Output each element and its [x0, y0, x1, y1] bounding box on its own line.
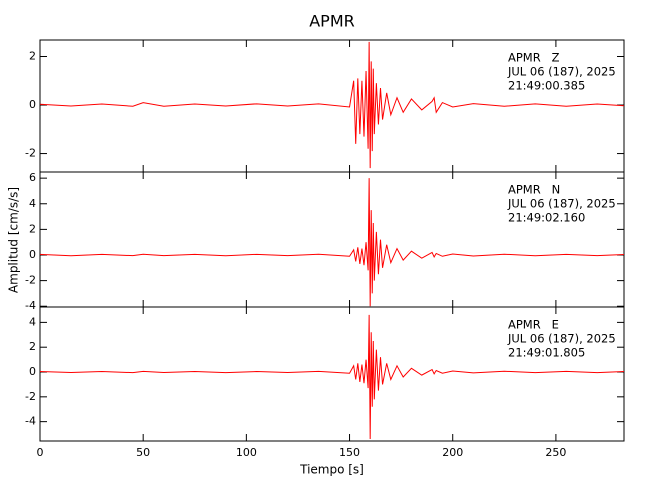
x-tick-label: 200	[442, 446, 463, 459]
annotation: APMR E	[508, 318, 559, 332]
y-tick-label: 6	[29, 171, 36, 184]
y-tick-label: 0	[29, 365, 36, 378]
y-tick-label: 4	[29, 197, 36, 210]
annotation: APMR N	[508, 183, 560, 197]
x-tick-label: 250	[545, 446, 566, 459]
panel-frame	[39, 306, 625, 442]
annotation: JUL 06 (187), 2025	[507, 197, 616, 211]
waveform	[39, 41, 625, 169]
y-axis-label: Amplitud [cm/s/s]	[7, 187, 21, 293]
x-tick-label: 0	[37, 446, 44, 459]
y-tick-label: 0	[29, 248, 36, 261]
annotation: 21:49:01.805	[508, 346, 585, 360]
x-tick-label: 50	[136, 446, 150, 459]
chart-title: APMR	[309, 12, 355, 31]
y-tick-label: -2	[25, 390, 36, 403]
x-tick-label: 150	[339, 446, 360, 459]
annotation: 21:49:00.385	[508, 79, 585, 93]
waveform	[39, 314, 625, 440]
y-tick-label: -2	[25, 274, 36, 287]
y-tick-label: 2	[29, 50, 36, 63]
y-tick-label: -4	[25, 299, 36, 312]
waveform	[39, 178, 625, 307]
x-tick-label: 100	[236, 446, 257, 459]
y-tick-label: 2	[29, 222, 36, 235]
y-tick-label: 4	[29, 315, 36, 328]
annotation: JUL 06 (187), 2025	[507, 65, 616, 79]
y-tick-label: 0	[29, 98, 36, 111]
annotation: APMR Z	[508, 51, 560, 65]
y-tick-label: -4	[25, 415, 36, 428]
x-axis-label: Tiempo [s]	[299, 463, 364, 477]
annotation: 21:49:02.160	[508, 211, 585, 225]
y-tick-label: 2	[29, 340, 36, 353]
y-tick-label: -2	[25, 147, 36, 160]
annotation: JUL 06 (187), 2025	[507, 332, 616, 346]
